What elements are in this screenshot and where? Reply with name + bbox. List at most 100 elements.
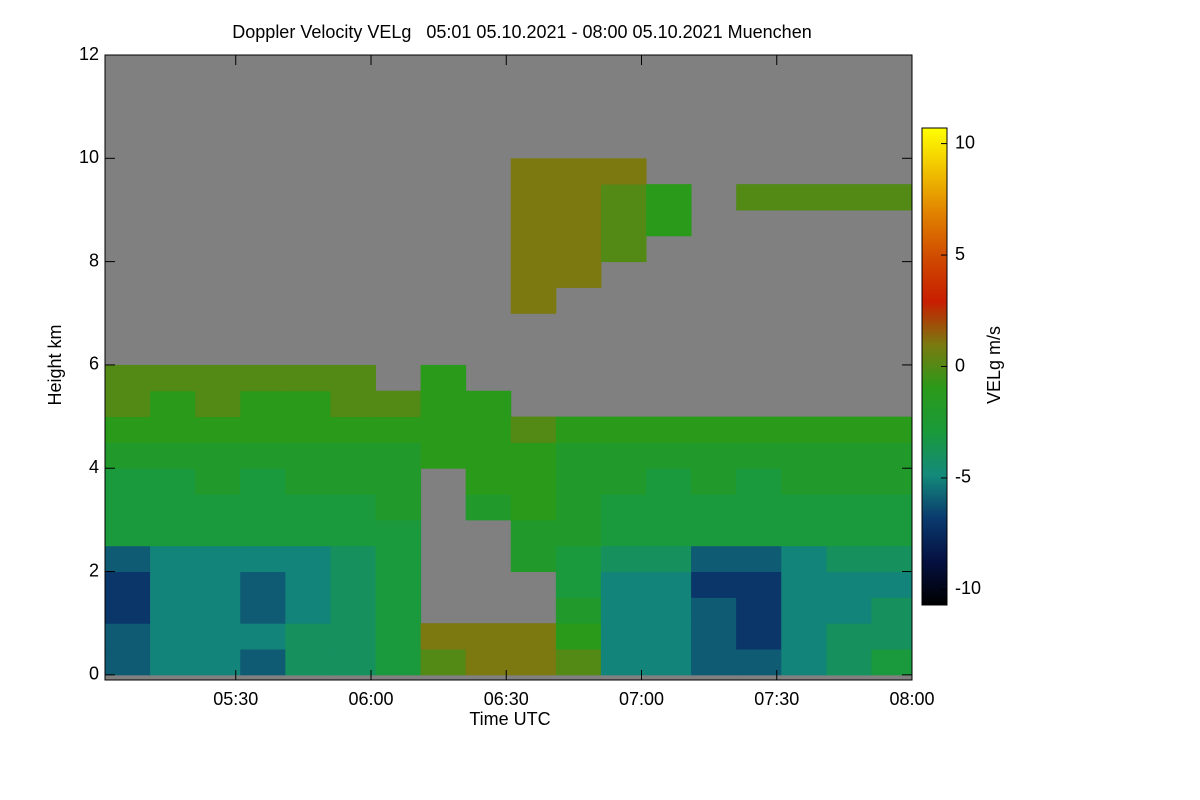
- heatmap-cell: [600, 468, 647, 495]
- heatmap-cell: [646, 416, 692, 443]
- heatmap-cell: [781, 416, 827, 443]
- heatmap-cell: [105, 494, 151, 521]
- heatmap-cell: [150, 545, 196, 573]
- heatmap-cell: [465, 416, 512, 443]
- heatmap-cell: [150, 494, 196, 521]
- heatmap-cell: [691, 416, 737, 443]
- heatmap-cell: [240, 545, 286, 573]
- heatmap-cell: [600, 158, 647, 185]
- heatmap-cell: [465, 390, 512, 418]
- heatmap-cell: [510, 261, 557, 288]
- heatmap-cell: [691, 468, 737, 495]
- heatmap-cell: [195, 519, 241, 547]
- heatmap-cell: [691, 571, 737, 598]
- heatmap-cell: [375, 623, 422, 650]
- heatmap-cell: [195, 390, 241, 418]
- heatmap-cell: [600, 597, 647, 624]
- x-tick-label: 06:00: [348, 689, 393, 709]
- heatmap-cell: [105, 545, 151, 573]
- heatmap-cell: [646, 184, 692, 211]
- heatmap-cell: [420, 442, 467, 469]
- heatmap-cell: [195, 442, 241, 469]
- heatmap-cell: [420, 623, 467, 650]
- heatmap-cell: [510, 545, 557, 573]
- heatmap-cell: [285, 416, 331, 443]
- plot-frame: [104, 54, 913, 681]
- heatmap-cell: [420, 390, 467, 418]
- heatmap-cell: [195, 416, 241, 443]
- heatmap-cell: [330, 364, 377, 392]
- heatmap-cell: [510, 468, 557, 495]
- heatmap-cell: [600, 235, 647, 263]
- heatmap-cell: [105, 364, 151, 392]
- heatmap-cell: [826, 545, 872, 573]
- heatmap-cell: [555, 571, 602, 598]
- heatmap-cell: [510, 416, 557, 443]
- heatmap-cell: [826, 184, 872, 211]
- heatmap-cell: [510, 649, 557, 676]
- heatmap-cell: [555, 416, 602, 443]
- heatmap-cell: [646, 623, 692, 650]
- heatmap-cell: [150, 468, 196, 495]
- heatmap-cell: [781, 649, 827, 676]
- heatmap-cell: [826, 468, 872, 495]
- x-tick-label: 07:00: [619, 689, 664, 709]
- colorbar-label: VELg m/s: [984, 326, 1004, 404]
- heatmap-cell: [646, 494, 692, 521]
- heatmap-cell: [691, 442, 737, 469]
- heatmap-cell: [285, 364, 331, 392]
- heatmap-cell: [555, 184, 602, 211]
- heatmap-cell: [465, 442, 512, 469]
- heatmap-cell: [826, 649, 872, 676]
- x-tick-label: 05:30: [213, 689, 258, 709]
- colorbar-tick-label: -5: [955, 467, 971, 487]
- heatmap-cell: [330, 442, 377, 469]
- heatmap-cell: [555, 235, 602, 263]
- heatmap-cell: [330, 416, 377, 443]
- heatmap-cell: [781, 571, 827, 598]
- heatmap-cell: [826, 519, 872, 547]
- heatmap-cell: [871, 494, 913, 521]
- heatmap-cell: [105, 597, 151, 624]
- heatmap-cell: [285, 442, 331, 469]
- x-tick-label: 06:30: [484, 689, 529, 709]
- heatmap-cell: [600, 184, 647, 211]
- heatmap-cell: [871, 184, 913, 211]
- heatmap-cell: [285, 571, 331, 598]
- heatmap-cell: [150, 623, 196, 650]
- heatmap-cell: [600, 416, 647, 443]
- heatmap-cell: [555, 649, 602, 676]
- heatmap-cell: [510, 287, 557, 314]
- heatmap-cell: [195, 364, 241, 392]
- heatmap-cell: [150, 571, 196, 598]
- heatmap-cell: [646, 209, 692, 237]
- heatmap-cell: [646, 649, 692, 676]
- heatmap-cell: [375, 416, 422, 443]
- y-tick-label: 4: [89, 457, 99, 477]
- heatmap-cell: [240, 649, 286, 676]
- heatmap-cell: [375, 597, 422, 624]
- heatmap-cell: [691, 649, 737, 676]
- heatmap-cell: [781, 468, 827, 495]
- heatmap-cell: [195, 597, 241, 624]
- y-tick-label: 10: [79, 147, 99, 167]
- heatmap-cell: [150, 416, 196, 443]
- heatmap-cell: [375, 494, 422, 521]
- heatmap-cell: [330, 649, 377, 676]
- heatmap-cell: [330, 545, 377, 573]
- y-tick-label: 6: [89, 354, 99, 374]
- heatmap-cell: [600, 442, 647, 469]
- chart-title: Doppler Velocity VELg 05:01 05.10.2021 -…: [232, 22, 811, 42]
- heatmap-cell: [600, 649, 647, 676]
- heatmap-cell: [195, 649, 241, 676]
- heatmap-cell: [420, 364, 467, 392]
- heatmap-cell: [555, 623, 602, 650]
- heatmap-cell: [150, 519, 196, 547]
- heatmap-cell: [736, 545, 782, 573]
- heatmap-cell: [420, 416, 467, 443]
- heatmap-cell: [195, 494, 241, 521]
- heatmap-cell: [105, 519, 151, 547]
- heatmap-cell: [736, 571, 782, 598]
- heatmap-cell: [736, 623, 782, 650]
- heatmap-cell: [240, 494, 286, 521]
